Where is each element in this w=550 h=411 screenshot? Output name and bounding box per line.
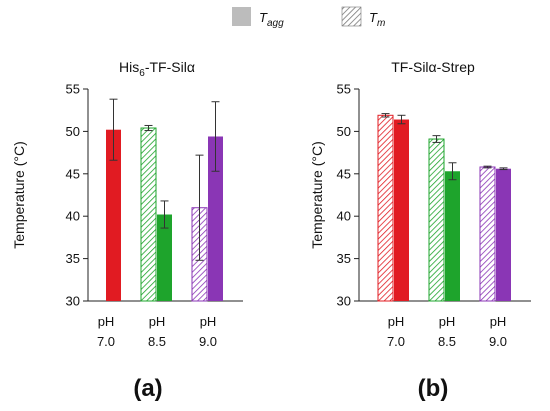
y-tick-label: 30 <box>66 294 80 309</box>
chart-his6-tf-sil: His6-TF-Silα Temperature (°C) 30 35 40 45 50 55… <box>11 59 243 402</box>
x-tick-label-line1: pH <box>388 314 405 329</box>
chart-title: His6-TF-Silα <box>119 59 195 79</box>
y-axis-label: Temperature (°C) <box>309 141 325 249</box>
x-tick-label-line1: pH <box>149 314 166 329</box>
legend-swatch-solid <box>232 7 251 26</box>
y-tick-label: 50 <box>66 124 80 139</box>
x-tick-label-line2: 9.0 <box>489 334 507 349</box>
legend-swatch-hatched <box>341 6 362 27</box>
x-tick-label-line1: pH <box>490 314 507 329</box>
bar-tm-8.5 <box>140 127 157 302</box>
y-tick-label: 35 <box>66 251 80 266</box>
y-tick-label: 30 <box>337 294 351 309</box>
chart-tf-sil-strep: TF-Silα-Strep Temperature (°C) 30 35 40 45 50 5… <box>309 59 531 402</box>
bar-tm-9.0 <box>479 166 496 302</box>
legend-label-hatched: Tm <box>369 10 385 29</box>
bar-tm-7.0 <box>377 114 394 302</box>
panel-label: (b) <box>418 375 449 402</box>
y-tick-label: 55 <box>337 82 351 97</box>
legend: Tagg Tm <box>232 6 385 29</box>
bar-tagg-7.0 <box>106 129 121 301</box>
y-tick-label: 40 <box>337 209 351 224</box>
y-tick-label: 45 <box>66 166 80 181</box>
y-tick-label: 55 <box>66 82 80 97</box>
x-tick-label-line2: 7.0 <box>97 334 115 349</box>
x-tick-label-line1: pH <box>439 314 456 329</box>
y-tick-label: 35 <box>337 251 351 266</box>
x-tick-label-line2: 7.0 <box>387 334 405 349</box>
y-tick-label: 50 <box>337 124 351 139</box>
x-tick-label-line2: 8.5 <box>148 334 166 349</box>
x-tick-label-line1: pH <box>200 314 217 329</box>
chart-title: TF-Silα-Strep <box>391 59 475 75</box>
bar-tagg-7.0 <box>394 119 409 301</box>
x-tick-label-line2: 8.5 <box>438 334 456 349</box>
x-tick-label-line2: 9.0 <box>199 334 217 349</box>
bar-tm-8.5 <box>428 138 445 302</box>
bar-tagg-8.5 <box>157 214 172 301</box>
panel-label: (a) <box>133 375 162 402</box>
bar-tagg-8.5 <box>445 171 460 301</box>
x-tick-label-line1: pH <box>98 314 115 329</box>
y-tick-label: 45 <box>337 166 351 181</box>
bar-tagg-9.0 <box>208 136 223 301</box>
y-axis-label: Temperature (°C) <box>11 141 27 249</box>
legend-label-solid: Tagg <box>259 10 284 29</box>
bar-tagg-9.0 <box>496 168 511 301</box>
y-tick-label: 40 <box>66 209 80 224</box>
